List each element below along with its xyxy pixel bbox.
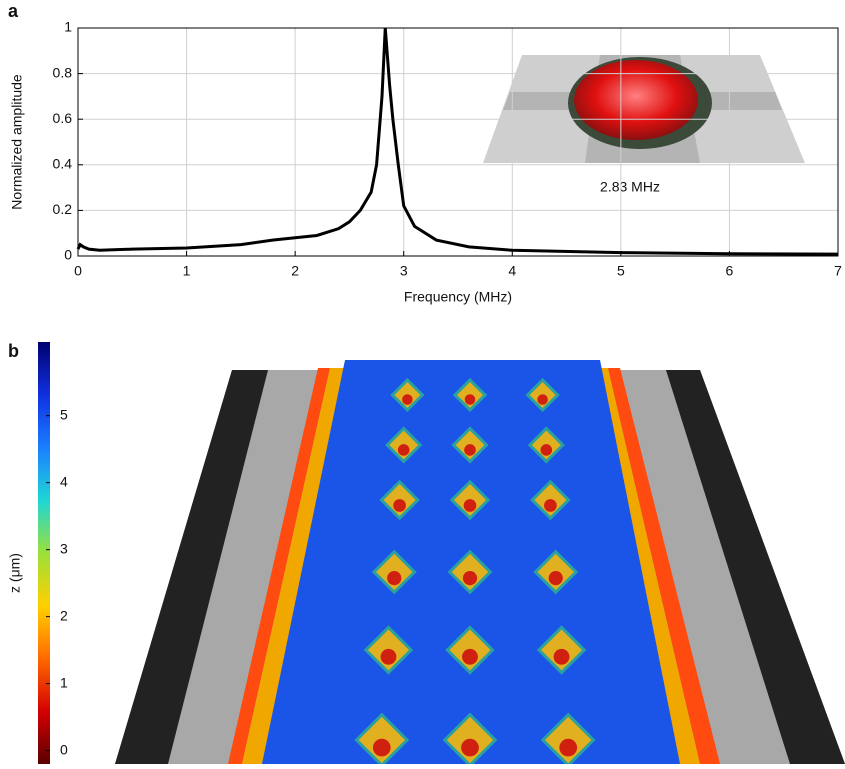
x-tick-label: 4 bbox=[508, 263, 516, 279]
inset-image bbox=[483, 55, 805, 163]
x-tick-label: 1 bbox=[183, 263, 191, 279]
x-tick-label: 5 bbox=[617, 263, 625, 279]
colorbar bbox=[38, 342, 50, 764]
pillar-top bbox=[387, 571, 401, 585]
pillar-top bbox=[544, 499, 557, 512]
colorbar-tick-label: 2 bbox=[60, 607, 68, 623]
pillar-top bbox=[463, 571, 477, 585]
x-axis-label: Frequency (MHz) bbox=[404, 289, 512, 305]
pillar-top bbox=[554, 649, 570, 665]
y-tick-label: 0.6 bbox=[53, 110, 73, 126]
x-tick-label: 2 bbox=[291, 263, 299, 279]
colorbar-tick-label: 3 bbox=[60, 540, 68, 556]
y-tick-label: 0.2 bbox=[53, 201, 73, 217]
pillar-top bbox=[541, 444, 553, 456]
x-tick-label: 3 bbox=[400, 263, 408, 279]
pillar-top bbox=[559, 739, 577, 757]
pillar-top bbox=[461, 739, 479, 757]
pillar-top bbox=[549, 571, 563, 585]
y-tick-label: 0 bbox=[64, 247, 72, 263]
panel-label: b bbox=[8, 341, 19, 361]
pillar-top bbox=[393, 499, 406, 512]
y-tick-label: 1 bbox=[64, 19, 72, 35]
pillar-top bbox=[462, 649, 478, 665]
colorbar-tick-label: 4 bbox=[60, 473, 68, 489]
pillar-top bbox=[373, 739, 391, 757]
pillar-top bbox=[465, 394, 476, 405]
x-tick-label: 7 bbox=[834, 263, 842, 279]
colorbar-tick-label: 0 bbox=[60, 741, 68, 757]
pillar-top bbox=[464, 499, 477, 512]
y-axis-label: Normalized amplitude bbox=[9, 74, 25, 210]
pillar-top bbox=[464, 444, 476, 456]
colorbar-tick-label: 1 bbox=[60, 674, 68, 690]
pillar-top bbox=[398, 444, 410, 456]
pillar-top bbox=[537, 394, 548, 405]
x-tick-label: 6 bbox=[726, 263, 734, 279]
panel-label: a bbox=[8, 1, 19, 21]
y-tick-label: 0.8 bbox=[53, 64, 73, 80]
colorbar-label: z (μm) bbox=[7, 553, 23, 593]
pillar-top bbox=[402, 394, 413, 405]
surface-render bbox=[115, 360, 845, 764]
y-tick-label: 0.4 bbox=[53, 156, 73, 172]
annotation: 2.83 MHz bbox=[600, 179, 660, 195]
figure: a b 2.83 MHz Frequency (MHz) Normalized … bbox=[0, 0, 845, 764]
pillar-top bbox=[381, 649, 397, 665]
x-tick-label: 0 bbox=[74, 263, 82, 279]
colorbar-tick-label: 5 bbox=[60, 406, 68, 422]
